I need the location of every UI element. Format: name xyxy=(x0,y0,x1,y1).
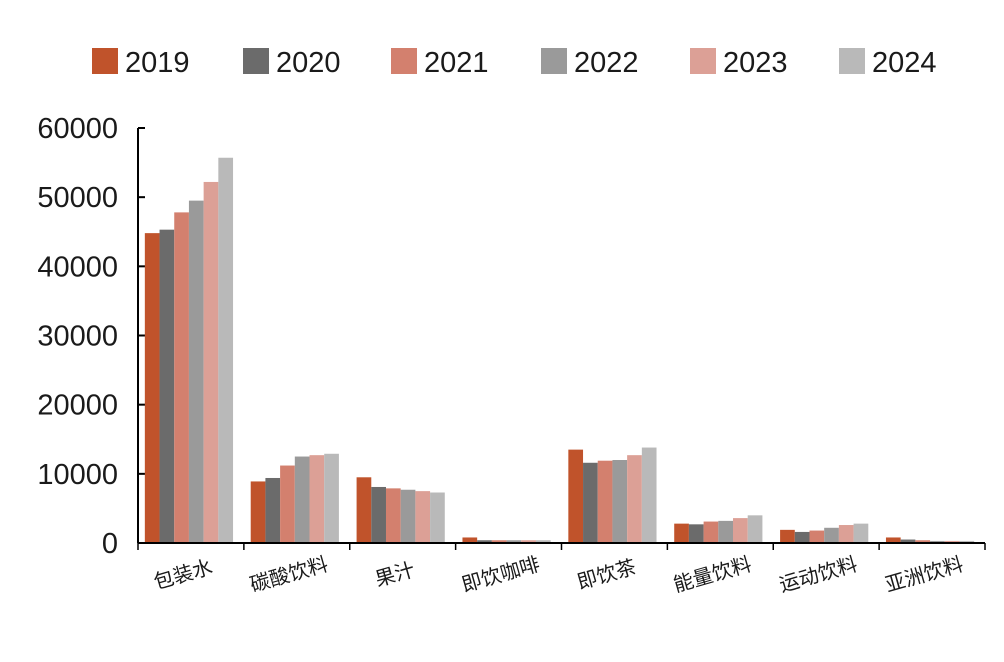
bar-2021-7 xyxy=(915,540,931,543)
bar-2024-6 xyxy=(853,523,869,543)
bar-2019-5 xyxy=(674,523,689,543)
x-axis: 包装水 碳酸饮料 果汁 即饮咖啡 即饮茶 能量饮料 运动饮料 亚洲饮料 xyxy=(137,542,986,597)
legend-label-2023: 2023 xyxy=(723,47,788,79)
bar-2024-0 xyxy=(218,157,234,543)
y-axis: 0 10000 20000 30000 40000 50000 60000 xyxy=(37,113,145,560)
legend-swatch-2020 xyxy=(243,48,269,74)
bar-2024-5 xyxy=(747,515,763,543)
bar-2023-4 xyxy=(627,455,642,543)
bar-2022-5 xyxy=(718,520,734,543)
bar-2019-7 xyxy=(885,537,901,543)
bar-2019-2 xyxy=(356,477,372,543)
bar-2020-2 xyxy=(371,486,386,543)
legend: 2019 2020 2021 2022 2023 2024 xyxy=(92,47,937,79)
bar-2022-0 xyxy=(188,200,204,543)
legend-swatch-2024 xyxy=(839,48,865,74)
bar-2022-3 xyxy=(506,540,522,543)
bars xyxy=(144,157,975,544)
bar-2022-6 xyxy=(824,527,839,543)
bar-2024-4 xyxy=(641,447,657,543)
bar-2022-7 xyxy=(930,540,945,543)
bar-2019-0 xyxy=(144,233,160,543)
x-tick-label: 运动饮料 xyxy=(776,552,860,597)
bar-2020-4 xyxy=(583,462,598,543)
bar-2019-6 xyxy=(780,529,795,543)
x-tick-label: 包装水 xyxy=(151,554,215,594)
legend-swatch-2021 xyxy=(391,48,417,74)
y-tick-label: 60000 xyxy=(37,113,118,145)
x-tick-label: 亚洲饮料 xyxy=(882,552,966,597)
y-tick-label: 0 xyxy=(102,528,118,560)
legend-swatch-2019 xyxy=(92,48,118,74)
bar-2023-3 xyxy=(521,540,536,543)
bar-2022-1 xyxy=(294,456,310,543)
bar-2023-7 xyxy=(944,540,960,543)
bar-2021-6 xyxy=(809,530,825,543)
bar-2023-6 xyxy=(838,525,854,543)
bar-2024-3 xyxy=(535,540,551,543)
bar-2021-3 xyxy=(491,540,507,543)
bar-2022-2 xyxy=(400,489,416,543)
x-tick-label: 碳酸饮料 xyxy=(247,552,331,597)
bar-2019-3 xyxy=(462,537,478,543)
bar-2023-5 xyxy=(733,518,748,543)
bar-2021-5 xyxy=(703,521,719,543)
bar-2021-1 xyxy=(280,465,295,543)
legend-swatch-2023 xyxy=(690,48,716,74)
y-tick-label: 30000 xyxy=(37,321,118,353)
x-tick-label: 即饮咖啡 xyxy=(459,552,543,597)
y-tick-label: 10000 xyxy=(37,459,118,491)
y-tick-label: 50000 xyxy=(37,182,118,214)
bar-2024-2 xyxy=(430,492,445,543)
bar-2021-2 xyxy=(385,488,401,543)
bar-2020-1 xyxy=(265,477,281,543)
bar-2021-4 xyxy=(597,460,613,543)
y-tick-label: 20000 xyxy=(37,390,118,422)
legend-swatch-2022 xyxy=(541,48,567,74)
legend-label-2021: 2021 xyxy=(424,47,489,79)
x-tick-label: 即饮茶 xyxy=(574,554,638,594)
legend-label-2022: 2022 xyxy=(574,47,639,79)
bar-2022-4 xyxy=(612,460,628,543)
bar-2020-5 xyxy=(688,524,704,543)
bar-2024-7 xyxy=(959,540,975,543)
y-tick-label: 40000 xyxy=(37,251,118,283)
bar-2024-1 xyxy=(324,453,339,543)
legend-label-2019: 2019 xyxy=(125,47,190,79)
bar-2023-2 xyxy=(415,491,431,543)
bar-2023-1 xyxy=(309,455,325,543)
legend-label-2020: 2020 xyxy=(276,47,341,79)
bar-2020-7 xyxy=(900,539,916,543)
bar-2019-1 xyxy=(250,481,266,543)
legend-label-2024: 2024 xyxy=(872,47,937,79)
bar-2020-0 xyxy=(159,229,175,544)
bar-2023-0 xyxy=(203,181,219,543)
bar-2020-3 xyxy=(477,540,492,543)
x-tick-label: 果汁 xyxy=(372,557,417,591)
x-tick-label: 能量饮料 xyxy=(671,552,755,597)
bar-2021-0 xyxy=(174,212,189,543)
bar-2019-4 xyxy=(568,449,584,543)
bar-2020-6 xyxy=(794,531,810,543)
